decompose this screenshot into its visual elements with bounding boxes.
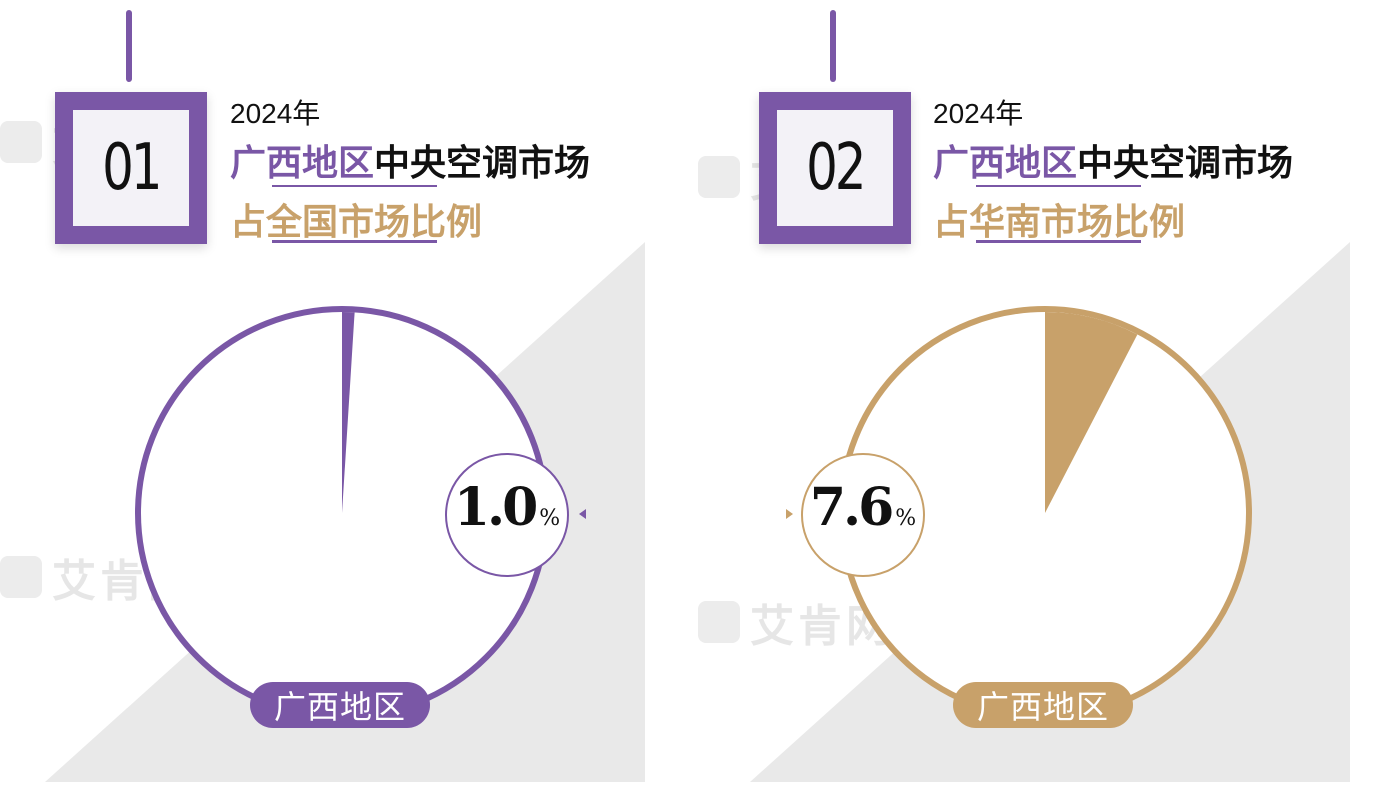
watermark-icon (698, 156, 740, 198)
percentage-unit: % (895, 506, 917, 531)
title-divider (272, 185, 437, 187)
hanging-stem (126, 10, 132, 82)
title-highlight: 广西地区 (230, 143, 375, 184)
chart-title: 广西地区中央空调市场 (230, 134, 590, 186)
chart-panel-2: 艾肯网 艾肯网 艾肯网 02 2024年 广西地区中央空调市场 占华南市场比例 … (693, 0, 1386, 805)
pie-slice (1045, 312, 1138, 513)
pie-slice (342, 312, 355, 513)
region-label: 广西地区 (250, 682, 430, 728)
percentage-badge: 7.6% (801, 453, 925, 577)
index-number: 01 (102, 131, 162, 205)
index-box: 01 (55, 92, 207, 244)
chart-subtitle: 占华南市场比例 (933, 202, 1186, 243)
percentage-unit: % (539, 506, 561, 531)
chart-year: 2024年 (230, 98, 321, 129)
subtitle-underline (976, 240, 1141, 243)
chart-panel-1: 艾肯网 艾肯网 01 2024年 广西地区中央空调市场 占全国市场比例 1.0%… (0, 10, 645, 782)
watermark-icon (0, 556, 42, 598)
title-divider (976, 185, 1141, 187)
chart-subtitle: 占全国市场比例 (230, 202, 483, 243)
watermark-icon (0, 121, 42, 163)
pointer-arrow (579, 509, 586, 519)
index-number: 02 (806, 131, 866, 205)
region-label: 广西地区 (953, 682, 1133, 728)
title-rest: 中央空调市场 (1077, 143, 1294, 184)
pointer-arrow (786, 509, 793, 519)
index-box: 02 (759, 92, 911, 244)
chart-title: 广西地区中央空调市场 (933, 134, 1293, 186)
watermark-icon (698, 601, 740, 643)
subtitle-underline (272, 240, 437, 243)
title-rest: 中央空调市场 (374, 143, 591, 184)
percentage-badge: 1.0% (445, 453, 569, 577)
percentage-value: 7.6 (809, 477, 894, 538)
chart-year: 2024年 (933, 98, 1024, 129)
hanging-stem (830, 10, 836, 82)
percentage-value: 1.0 (453, 477, 538, 538)
title-highlight: 广西地区 (933, 143, 1078, 184)
